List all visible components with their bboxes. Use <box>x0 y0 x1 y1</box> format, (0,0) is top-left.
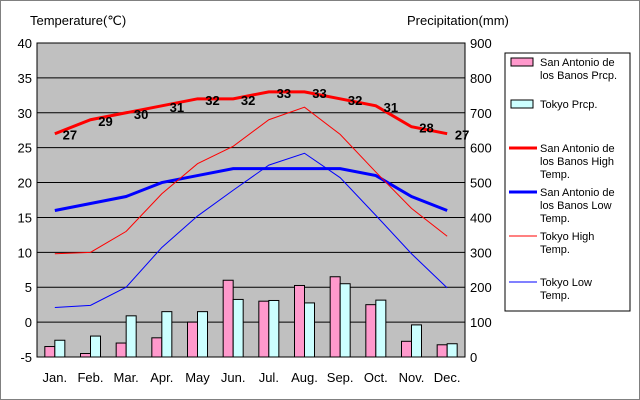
category-label: May <box>185 370 210 385</box>
left-tick-label: 5 <box>25 280 32 295</box>
left-tick-label: 25 <box>18 141 32 156</box>
precip-bar <box>375 299 387 358</box>
precip-bar <box>401 340 412 358</box>
right-axis-title: Precipitation(mm) <box>407 13 509 28</box>
precip-bar <box>222 279 234 358</box>
precip-bar <box>125 315 137 358</box>
left-tick-label: 10 <box>18 245 32 260</box>
legend-box <box>504 52 631 312</box>
data-label: 27 <box>455 128 469 143</box>
precip-bar <box>258 300 270 358</box>
legend-label: Temp. <box>540 213 570 225</box>
data-label: 28 <box>419 121 433 136</box>
legend-swatch <box>510 57 534 67</box>
precip-bar <box>197 311 208 358</box>
data-label: 31 <box>170 100 184 115</box>
legend-label: San Antonio de <box>540 57 615 69</box>
left-axis-title: Temperature(℃) <box>30 13 126 28</box>
data-label: 32 <box>348 93 362 108</box>
data-label: 32 <box>241 93 255 108</box>
category-label: Mar. <box>114 370 139 385</box>
legend-label: los Banos Low <box>540 200 612 212</box>
right-tick-label: 600 <box>470 141 492 156</box>
precip-bar <box>268 299 280 358</box>
category-label: Jul. <box>259 370 279 385</box>
precip-bar <box>151 337 163 358</box>
data-label: 33 <box>312 86 326 101</box>
legend-label: Tokyo Prcp. <box>540 99 597 111</box>
precip-bar <box>446 343 458 358</box>
right-tick-label: 700 <box>470 106 492 121</box>
category-label: Aug. <box>291 370 318 385</box>
left-tick-label: 0 <box>25 315 32 330</box>
category-label: Jan. <box>43 370 68 385</box>
category-label: Dec. <box>434 370 461 385</box>
legend-label: Tokyo Low <box>540 277 592 289</box>
temperature-line <box>54 167 448 212</box>
left-tick-label: 30 <box>18 106 32 121</box>
right-tick-label: 800 <box>470 71 492 86</box>
right-tick-label: 300 <box>470 245 492 260</box>
legend-label: los Banos Prcp. <box>540 70 617 82</box>
right-tick-label: 200 <box>470 280 492 295</box>
precip-bar <box>232 298 244 358</box>
data-label: 33 <box>277 86 291 101</box>
precip-bar <box>44 346 56 358</box>
data-label: 27 <box>63 128 77 143</box>
precip-bar <box>294 284 305 358</box>
precip-bar <box>161 311 173 358</box>
precip-bar <box>365 304 377 358</box>
legend-label: los Banos High <box>540 156 614 168</box>
legend-label: Temp. <box>540 169 570 181</box>
temperature-line <box>54 152 448 308</box>
precip-bar <box>80 353 91 358</box>
precip-bar <box>54 339 66 358</box>
category-label: Jun. <box>221 370 246 385</box>
data-label: 32 <box>205 93 219 108</box>
category-label: Apr. <box>150 370 173 385</box>
precip-bar <box>329 276 341 358</box>
precip-bar <box>115 342 127 358</box>
right-tick-label: 400 <box>470 210 492 225</box>
temperature-line <box>54 90 448 136</box>
legend-label: San Antonio de <box>540 187 615 199</box>
right-tick-label: 0 <box>470 350 477 365</box>
temperature-line <box>54 106 448 255</box>
left-tick-label: 20 <box>18 176 32 191</box>
precip-bar <box>304 302 315 358</box>
category-label: Feb. <box>77 370 103 385</box>
legend-label: Tokyo High <box>540 231 594 243</box>
legend-label: San Antonio de <box>540 143 615 155</box>
legend-swatch <box>510 99 534 109</box>
right-tick-label: 900 <box>470 36 492 51</box>
right-tick-label: 100 <box>470 315 492 330</box>
precip-bar <box>187 321 198 358</box>
category-label: Sep. <box>327 370 354 385</box>
precip-bar <box>339 283 351 358</box>
left-tick-label: -5 <box>20 350 32 365</box>
legend-label: Temp. <box>540 290 570 302</box>
data-label: 29 <box>98 114 112 129</box>
left-tick-label: 15 <box>18 210 32 225</box>
left-tick-label: 35 <box>18 71 32 86</box>
precip-bar <box>90 335 101 358</box>
precip-bar <box>411 324 422 358</box>
data-label: 31 <box>384 100 398 115</box>
right-tick-label: 500 <box>470 176 492 191</box>
data-label: 30 <box>134 107 148 122</box>
legend-label: Temp. <box>540 244 570 256</box>
left-tick-label: 40 <box>18 36 32 51</box>
category-label: Oct. <box>364 370 388 385</box>
precip-bar <box>436 344 448 358</box>
category-label: Nov. <box>399 370 425 385</box>
